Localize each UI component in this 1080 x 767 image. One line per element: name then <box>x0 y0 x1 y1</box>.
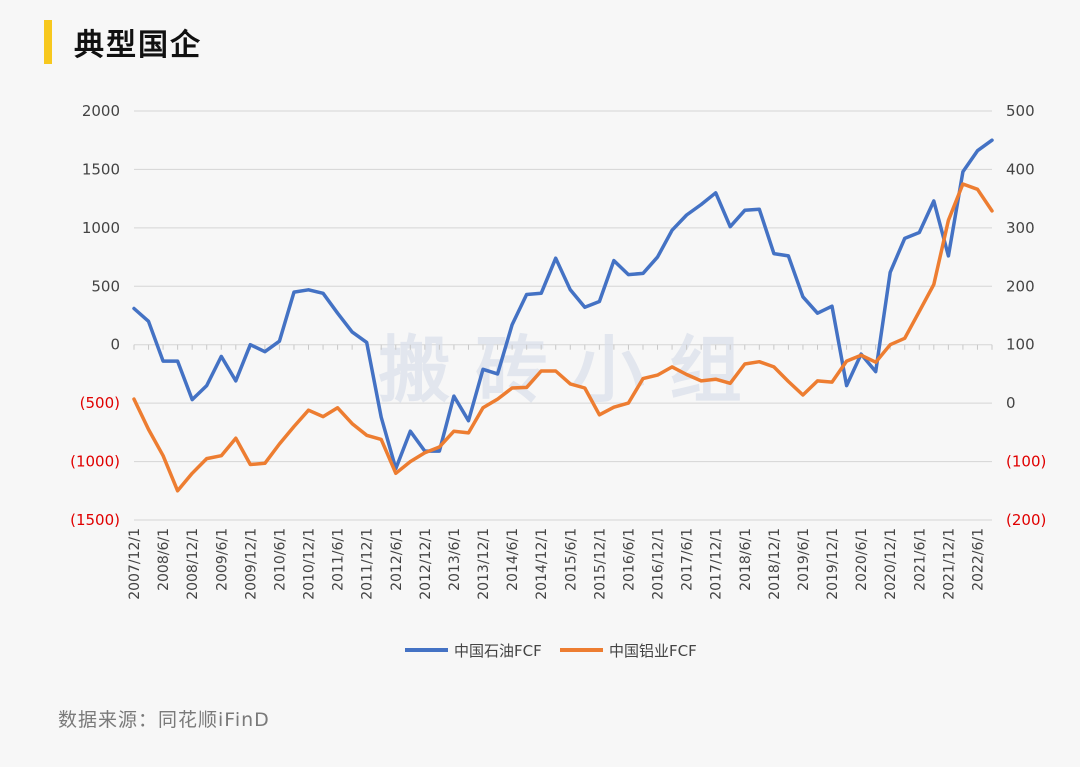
page-title: 典型国企 <box>74 28 202 63</box>
x-tick-label: 2021/12/1 <box>941 528 957 600</box>
y-right-tick-label: 400 <box>1006 160 1035 178</box>
x-tick-label: 2010/12/1 <box>302 528 318 600</box>
x-tick-label: 2011/12/1 <box>360 528 376 600</box>
y-left-tick-label: 1000 <box>82 219 120 237</box>
x-tick-label: 2018/6/1 <box>738 528 754 591</box>
x-tick-label: 2017/6/1 <box>680 528 696 591</box>
x-tick-label: 2009/6/1 <box>214 528 230 591</box>
y-right-tick-label: 0 <box>1006 394 1016 412</box>
x-tick-label: 2012/6/1 <box>389 528 405 591</box>
x-tick-label: 2017/12/1 <box>709 528 725 600</box>
x-tick-label: 2008/6/1 <box>156 528 172 591</box>
y-left-tick-label: 1500 <box>82 160 120 178</box>
x-tick-label: 2007/12/1 <box>127 528 143 600</box>
x-tick-label: 2015/12/1 <box>592 528 608 600</box>
y-left-tick-label: (1500) <box>70 511 120 529</box>
x-tick-label: 2010/6/1 <box>272 528 288 591</box>
y-left-tick-label: 2000 <box>82 102 120 120</box>
x-tick-label: 2019/12/1 <box>825 528 841 600</box>
title-bar: 典型国企 <box>44 20 202 64</box>
x-tick-label: 2020/6/1 <box>854 528 870 591</box>
data-source-note: 数据来源：同花顺iFinD <box>58 709 270 731</box>
y-left-tick-label: (1000) <box>70 453 120 471</box>
x-tick-label: 2014/12/1 <box>534 528 550 600</box>
series-line-aluminum <box>132 182 994 493</box>
title-accent-bar <box>44 20 52 64</box>
legend-label-oil: 中国石油FCF <box>454 642 542 660</box>
x-axis: 2007/12/1 2008/6/1 2008/12/1 2009/6/1 2009/1… <box>127 344 993 600</box>
watermark: 搬 砖 小 组 <box>378 328 741 412</box>
x-tick-label: 2020/12/1 <box>883 528 899 600</box>
legend-label-aluminum: 中国铝业FCF <box>609 642 697 660</box>
y-right-tick-label: 100 <box>1006 336 1035 354</box>
series-line-oil <box>132 138 994 471</box>
x-tick-label: 2022/6/1 <box>970 528 986 591</box>
y-right-tick-label: 200 <box>1006 277 1035 295</box>
y-left-tick-label: (500) <box>80 394 120 412</box>
y-axis-right: 500 400 300 200 100 0 (100) (200) <box>1006 102 1046 529</box>
x-tick-label: 2018/12/1 <box>767 528 783 600</box>
chart-grid <box>134 110 992 521</box>
y-right-tick-label: 300 <box>1006 219 1035 237</box>
x-tick-label: 2009/12/1 <box>243 528 259 600</box>
x-tick-label: 2019/6/1 <box>796 528 812 591</box>
x-tick-label: 2016/6/1 <box>621 528 637 591</box>
x-tick-label: 2008/12/1 <box>185 528 201 600</box>
chart-legend: 中国石油FCF 中国铝业FCF <box>405 642 697 660</box>
x-tick-label: 2015/6/1 <box>563 528 579 591</box>
x-tick-label: 2011/6/1 <box>331 528 347 591</box>
x-tick-label: 2021/6/1 <box>912 528 928 591</box>
x-tick-label: 2012/12/1 <box>418 528 434 600</box>
x-tick-label: 2013/6/1 <box>447 528 463 591</box>
x-tick-label: 2016/12/1 <box>651 528 667 600</box>
x-tick-label: 2013/12/1 <box>476 528 492 600</box>
y-axis-left: 2000 1500 1000 500 0 (500) (1000) (1500) <box>70 102 120 529</box>
y-right-tick-label: (200) <box>1006 511 1046 529</box>
y-right-tick-label: (100) <box>1006 453 1046 471</box>
series-lines <box>132 138 994 493</box>
x-tick-label: 2014/6/1 <box>505 528 521 591</box>
y-left-tick-label: 0 <box>110 336 120 354</box>
y-right-tick-label: 500 <box>1006 102 1035 120</box>
y-left-tick-label: 500 <box>91 277 120 295</box>
